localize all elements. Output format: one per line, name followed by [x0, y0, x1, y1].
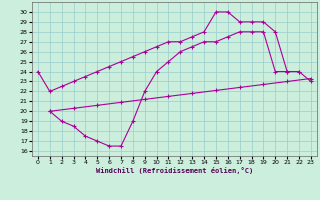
X-axis label: Windchill (Refroidissement éolien,°C): Windchill (Refroidissement éolien,°C) — [96, 167, 253, 174]
